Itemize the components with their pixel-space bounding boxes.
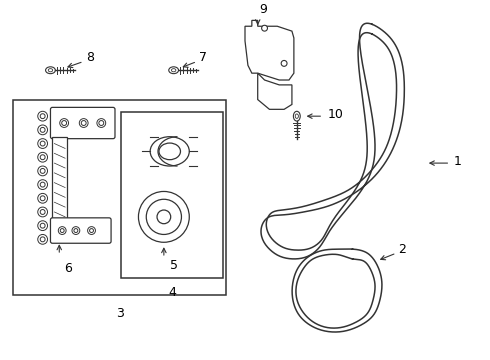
Ellipse shape xyxy=(46,67,55,74)
Ellipse shape xyxy=(281,60,287,66)
Ellipse shape xyxy=(159,143,180,160)
Ellipse shape xyxy=(294,111,300,121)
Text: 9: 9 xyxy=(260,4,268,17)
Ellipse shape xyxy=(40,223,45,228)
Ellipse shape xyxy=(172,69,176,72)
Ellipse shape xyxy=(38,152,48,162)
Ellipse shape xyxy=(40,168,45,174)
Ellipse shape xyxy=(147,199,181,234)
Ellipse shape xyxy=(38,207,48,217)
Ellipse shape xyxy=(81,121,86,126)
Ellipse shape xyxy=(40,114,45,118)
Text: 6: 6 xyxy=(64,262,72,275)
Text: 4: 4 xyxy=(168,286,176,299)
FancyBboxPatch shape xyxy=(50,218,111,243)
Text: 7: 7 xyxy=(199,51,207,64)
Ellipse shape xyxy=(40,182,45,187)
Text: 5: 5 xyxy=(170,259,178,272)
Ellipse shape xyxy=(38,193,48,203)
Text: 1: 1 xyxy=(453,155,461,168)
Ellipse shape xyxy=(139,192,189,242)
Ellipse shape xyxy=(40,196,45,201)
Ellipse shape xyxy=(38,166,48,176)
Bar xyxy=(52,137,67,234)
Polygon shape xyxy=(245,21,294,80)
Ellipse shape xyxy=(38,234,48,244)
Ellipse shape xyxy=(262,25,268,31)
Ellipse shape xyxy=(49,69,52,72)
Ellipse shape xyxy=(40,155,45,160)
Ellipse shape xyxy=(40,141,45,146)
Ellipse shape xyxy=(97,118,106,127)
Ellipse shape xyxy=(40,127,45,132)
Ellipse shape xyxy=(60,118,69,127)
Ellipse shape xyxy=(40,210,45,215)
Ellipse shape xyxy=(38,221,48,230)
Ellipse shape xyxy=(88,227,96,234)
Ellipse shape xyxy=(74,229,78,233)
Bar xyxy=(13,100,226,295)
Ellipse shape xyxy=(157,210,171,224)
Ellipse shape xyxy=(62,121,67,126)
Ellipse shape xyxy=(38,180,48,189)
Ellipse shape xyxy=(295,114,298,118)
Ellipse shape xyxy=(38,139,48,148)
Text: 8: 8 xyxy=(86,51,94,64)
Ellipse shape xyxy=(38,111,48,121)
Ellipse shape xyxy=(90,229,94,233)
Polygon shape xyxy=(258,73,292,109)
Ellipse shape xyxy=(38,125,48,135)
Ellipse shape xyxy=(40,237,45,242)
Text: 2: 2 xyxy=(398,243,406,256)
Ellipse shape xyxy=(58,227,66,234)
FancyBboxPatch shape xyxy=(50,107,115,139)
Text: 3: 3 xyxy=(116,307,124,320)
Ellipse shape xyxy=(169,67,178,74)
Ellipse shape xyxy=(60,229,64,233)
Text: 10: 10 xyxy=(328,108,344,121)
Bar xyxy=(121,112,223,278)
Ellipse shape xyxy=(150,137,189,166)
Ellipse shape xyxy=(99,121,104,126)
Ellipse shape xyxy=(72,227,80,234)
Ellipse shape xyxy=(79,118,88,127)
